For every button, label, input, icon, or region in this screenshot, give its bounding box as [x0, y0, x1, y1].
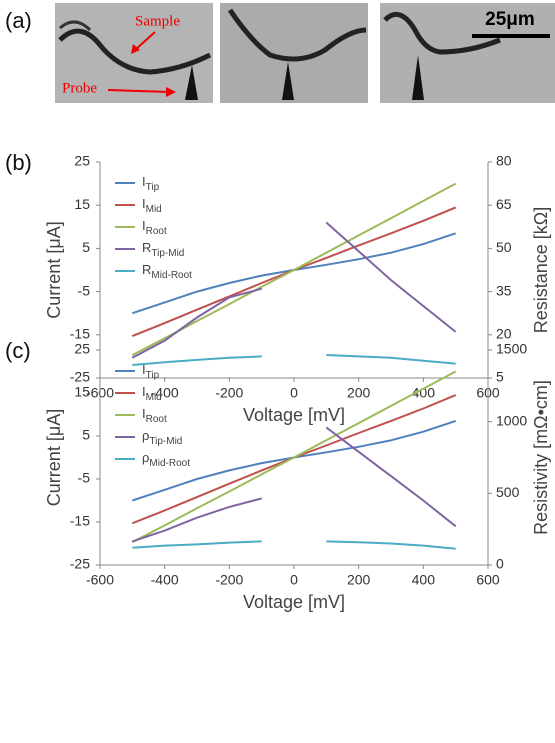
arrow	[134, 31, 156, 51]
legend-name: I	[142, 174, 146, 189]
probe	[282, 62, 294, 100]
legend-label: IRoot	[142, 218, 167, 236]
annotation: Sample	[135, 13, 180, 29]
legend-subscript: Tip	[146, 370, 160, 381]
arrowhead	[166, 87, 176, 97]
legend-subscript: Mid-Root	[151, 270, 192, 281]
x-tick-label: -600	[86, 572, 114, 588]
x-tick-label: 600	[476, 572, 500, 588]
series-line	[132, 354, 456, 366]
sample-fiber	[59, 20, 92, 32]
x-tick-label: 0	[290, 572, 298, 588]
arrow	[107, 89, 171, 93]
arrowhead	[131, 44, 140, 54]
legend-label: IMid	[142, 196, 162, 214]
legend-label: IRoot	[142, 406, 167, 424]
y2-tick-label: 500	[496, 484, 520, 500]
legend-subscript: Tip-Mid	[151, 248, 184, 259]
legend-name: I	[142, 406, 146, 421]
probe	[412, 55, 424, 100]
y-tick-label: -15	[70, 326, 90, 342]
legend-subscript: Root	[146, 226, 167, 237]
legend-name: I	[142, 218, 146, 233]
y2-axis-title: Resistance [kΩ]	[531, 207, 551, 334]
legend-name: ρ	[142, 450, 149, 465]
sample-fiber	[58, 28, 212, 75]
annotation: Probe	[62, 80, 97, 96]
sample-fiber	[383, 11, 501, 55]
y2-tick-label: 35	[496, 282, 512, 298]
panel-label: (c)	[5, 338, 31, 363]
micrograph	[55, 3, 213, 103]
legend-name: I	[142, 196, 146, 211]
y-tick-label: -5	[78, 282, 91, 298]
legend-label: ρTip-Mid	[142, 428, 182, 446]
probe	[185, 65, 198, 100]
legend-name: R	[142, 240, 151, 255]
legend-subscript: Mid	[146, 392, 162, 403]
x-tick-label: 200	[347, 572, 371, 588]
micrograph	[220, 3, 368, 103]
series-line	[132, 540, 456, 550]
y2-tick-label: 1000	[496, 412, 527, 428]
sample-fiber	[227, 8, 367, 62]
series-line	[131, 370, 457, 544]
legend-label: ITip	[142, 362, 160, 380]
y-tick-label: 25	[74, 153, 90, 169]
y2-axis-title: Resistivity [mΩ•cm]	[531, 380, 551, 535]
y2-tick-label: 5	[496, 369, 504, 385]
x-tick-label: -200	[215, 385, 243, 401]
x-tick-label: 0	[290, 385, 298, 401]
y-tick-label: 5	[82, 239, 90, 255]
y-axis-title: Current [μA]	[44, 221, 64, 318]
legend-name: R	[142, 262, 151, 277]
legend-subscript: Root	[146, 414, 167, 425]
scale-bar	[472, 34, 550, 38]
legend-name: I	[142, 362, 146, 377]
y2-tick-label: 65	[496, 196, 512, 212]
legend-subscript: Mid	[146, 204, 162, 215]
x-axis-title: Voltage [mV]	[243, 592, 345, 612]
legend-label: RTip-Mid	[142, 240, 184, 258]
y2-tick-label: 50	[496, 239, 512, 255]
y-tick-label: -5	[78, 470, 91, 486]
legend-label: ρMid-Root	[142, 450, 190, 468]
legend-subscript: Tip	[146, 182, 160, 193]
y2-tick-label: 0	[496, 556, 504, 572]
y-tick-label: 15	[74, 384, 90, 400]
panel-label: (a)	[5, 8, 32, 33]
series-line	[131, 182, 457, 356]
legend-label: RMid-Root	[142, 262, 192, 280]
x-tick-label: 400	[412, 385, 436, 401]
x-tick-label: 400	[412, 572, 436, 588]
legend-name: ρ	[142, 428, 149, 443]
legend-subscript: Tip-Mid	[149, 436, 182, 447]
series-line	[131, 426, 457, 543]
panel-a: (a) Sample Probe 25μm	[5, 3, 555, 103]
y2-tick-label: 1500	[496, 341, 527, 357]
legend-label: ITip	[142, 174, 160, 192]
y-tick-label: 5	[82, 427, 90, 443]
series-line	[131, 221, 457, 359]
y2-tick-label: 80	[496, 153, 512, 169]
y-tick-label: -25	[70, 556, 90, 572]
x-tick-label: -400	[151, 572, 179, 588]
legend-label: IMid	[142, 384, 162, 402]
y2-tick-label: 20	[496, 326, 512, 342]
x-tick-label: 200	[347, 385, 371, 401]
x-axis-title: Voltage [mV]	[243, 405, 345, 425]
y-tick-label: -25	[70, 369, 90, 385]
scale-bar-label: 25μm	[485, 9, 535, 30]
x-tick-label: -400	[151, 385, 179, 401]
y-axis-title: Current [μA]	[44, 409, 64, 506]
y-tick-label: 25	[74, 341, 90, 357]
y-tick-label: -15	[70, 513, 90, 529]
legend-subscript: Mid-Root	[149, 458, 190, 469]
panel-label: (b)	[5, 150, 32, 175]
x-tick-label: -200	[215, 572, 243, 588]
legend-name: I	[142, 384, 146, 399]
y-tick-label: 15	[74, 196, 90, 212]
